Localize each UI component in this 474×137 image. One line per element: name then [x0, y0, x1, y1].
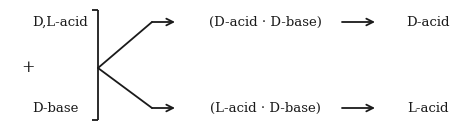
Text: D,L-acid: D,L-acid — [32, 15, 88, 28]
Text: D-base: D-base — [32, 102, 78, 115]
Text: (D-acid · D-base): (D-acid · D-base) — [209, 15, 321, 28]
Text: L-acid: L-acid — [407, 102, 449, 115]
Text: +: + — [21, 59, 35, 76]
Text: (L-acid · D-base): (L-acid · D-base) — [210, 102, 320, 115]
Text: D-acid: D-acid — [406, 15, 450, 28]
